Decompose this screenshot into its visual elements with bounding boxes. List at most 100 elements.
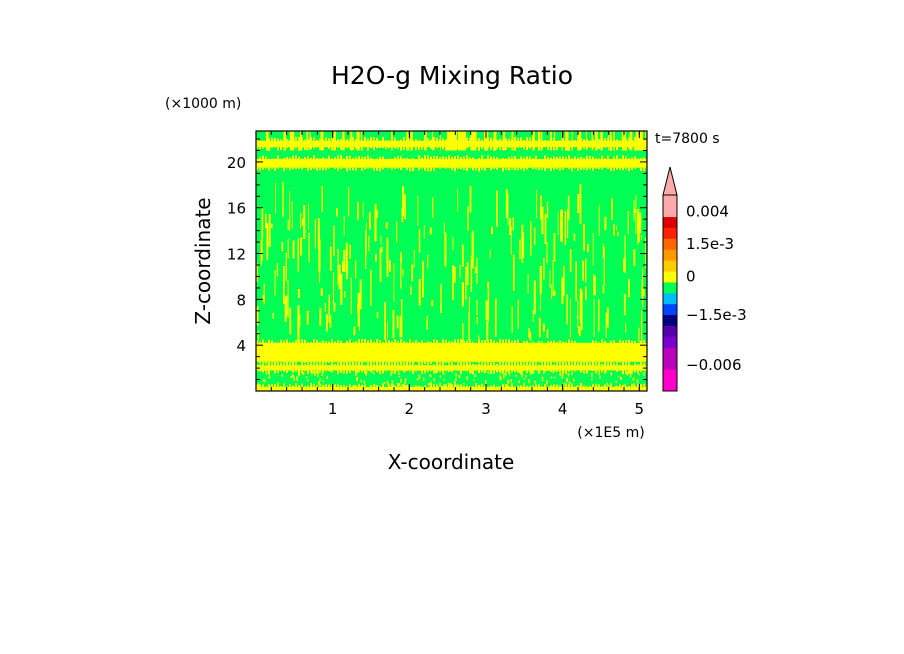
band-edge — [583, 385, 585, 387]
anomaly-streak — [451, 131, 453, 151]
anomaly-speck — [505, 387, 507, 390]
anomaly-streak — [640, 310, 643, 343]
anomaly-speck — [510, 379, 512, 383]
band-edge — [400, 139, 402, 141]
anomaly-streak — [300, 213, 302, 228]
anomaly-streak — [376, 311, 379, 319]
band-edge — [634, 340, 636, 343]
band-edge — [619, 140, 621, 141]
anomaly-streak — [465, 266, 467, 300]
anomaly-streak — [546, 242, 548, 264]
anomaly-speck — [365, 371, 368, 375]
anomaly-streak — [598, 204, 600, 237]
anomaly-speck — [449, 382, 452, 387]
band-edge — [319, 341, 321, 343]
band-edge — [274, 342, 276, 343]
anomaly-streak — [461, 244, 464, 267]
band-edge — [643, 383, 645, 387]
anomaly-streak — [343, 249, 346, 273]
band-edge — [439, 370, 441, 373]
anomaly-streak — [362, 201, 364, 218]
band-edge — [523, 157, 525, 160]
band-edge — [526, 147, 528, 151]
band-edge — [469, 339, 471, 343]
band-edge — [520, 370, 522, 375]
band-edge — [598, 384, 600, 387]
band-edge — [457, 361, 459, 366]
band-edge — [307, 167, 309, 172]
anomaly-streak — [577, 300, 579, 328]
anomaly-speck — [553, 376, 556, 379]
anomaly-streak — [318, 262, 321, 283]
band-edge — [625, 370, 627, 374]
band-edge — [475, 167, 477, 171]
band-edge — [304, 370, 306, 372]
anomaly-streak — [491, 226, 494, 235]
band-edge — [385, 340, 387, 343]
band-edge — [565, 361, 567, 365]
band-edge — [439, 361, 441, 365]
anomaly-streak — [424, 131, 427, 151]
band-edge — [394, 147, 396, 149]
anomaly-streak — [365, 222, 367, 255]
band-edge — [334, 341, 336, 343]
anomaly-streak — [604, 216, 607, 231]
band-edge — [520, 156, 522, 160]
anomaly-speck — [363, 380, 366, 384]
band-edge — [388, 140, 390, 141]
anomaly-streak — [265, 131, 269, 151]
band-edge — [616, 155, 618, 160]
band-edge — [535, 384, 537, 387]
band-edge — [616, 361, 618, 364]
band-edge — [643, 147, 645, 152]
band-edge — [259, 370, 261, 372]
colorbar-level — [663, 325, 677, 337]
band-edge — [268, 138, 270, 141]
anomaly-streak — [563, 265, 565, 297]
anomaly-streak — [261, 207, 264, 239]
band-edge — [430, 156, 432, 160]
anomaly-streak — [463, 131, 466, 151]
anomaly-streak — [511, 131, 514, 151]
anomaly-speck — [337, 383, 339, 386]
anomaly-speck — [302, 371, 305, 376]
band-edge — [586, 167, 588, 171]
band-edge — [346, 385, 348, 387]
anomaly-streak — [542, 323, 545, 332]
band-edge — [349, 384, 351, 387]
anomaly-speck — [398, 375, 401, 378]
anomaly-speck — [311, 370, 313, 375]
band-edge — [460, 138, 462, 141]
band-edge — [367, 155, 369, 160]
anomaly-streak — [285, 253, 287, 281]
band-edge — [478, 138, 480, 141]
anomaly-speck — [506, 383, 509, 388]
band-edge — [544, 361, 546, 363]
anomaly-speck — [485, 379, 487, 385]
band-edge — [631, 370, 633, 374]
band-edge — [547, 361, 549, 363]
band-edge — [436, 384, 438, 387]
anomaly-streak — [602, 284, 605, 294]
band-edge — [349, 147, 351, 149]
band-edge — [541, 361, 543, 365]
band-edge — [580, 361, 582, 366]
band-edge — [484, 363, 486, 366]
band-edge — [535, 361, 537, 364]
band-edge — [517, 385, 519, 387]
band-edge — [472, 341, 474, 343]
band-edge — [559, 361, 561, 364]
band-edge — [394, 385, 396, 387]
anomaly-streak — [566, 294, 568, 325]
anomaly-streak — [468, 296, 470, 320]
band-edge — [280, 362, 282, 366]
band-edge — [331, 339, 333, 343]
band-edge — [280, 361, 282, 363]
anomaly-speck — [525, 374, 527, 378]
band-edge — [529, 147, 531, 149]
band-edge — [286, 370, 288, 373]
anomaly-streak — [423, 225, 425, 239]
band-edge — [313, 361, 315, 364]
band-edge — [583, 139, 585, 141]
band-edge — [433, 364, 435, 366]
